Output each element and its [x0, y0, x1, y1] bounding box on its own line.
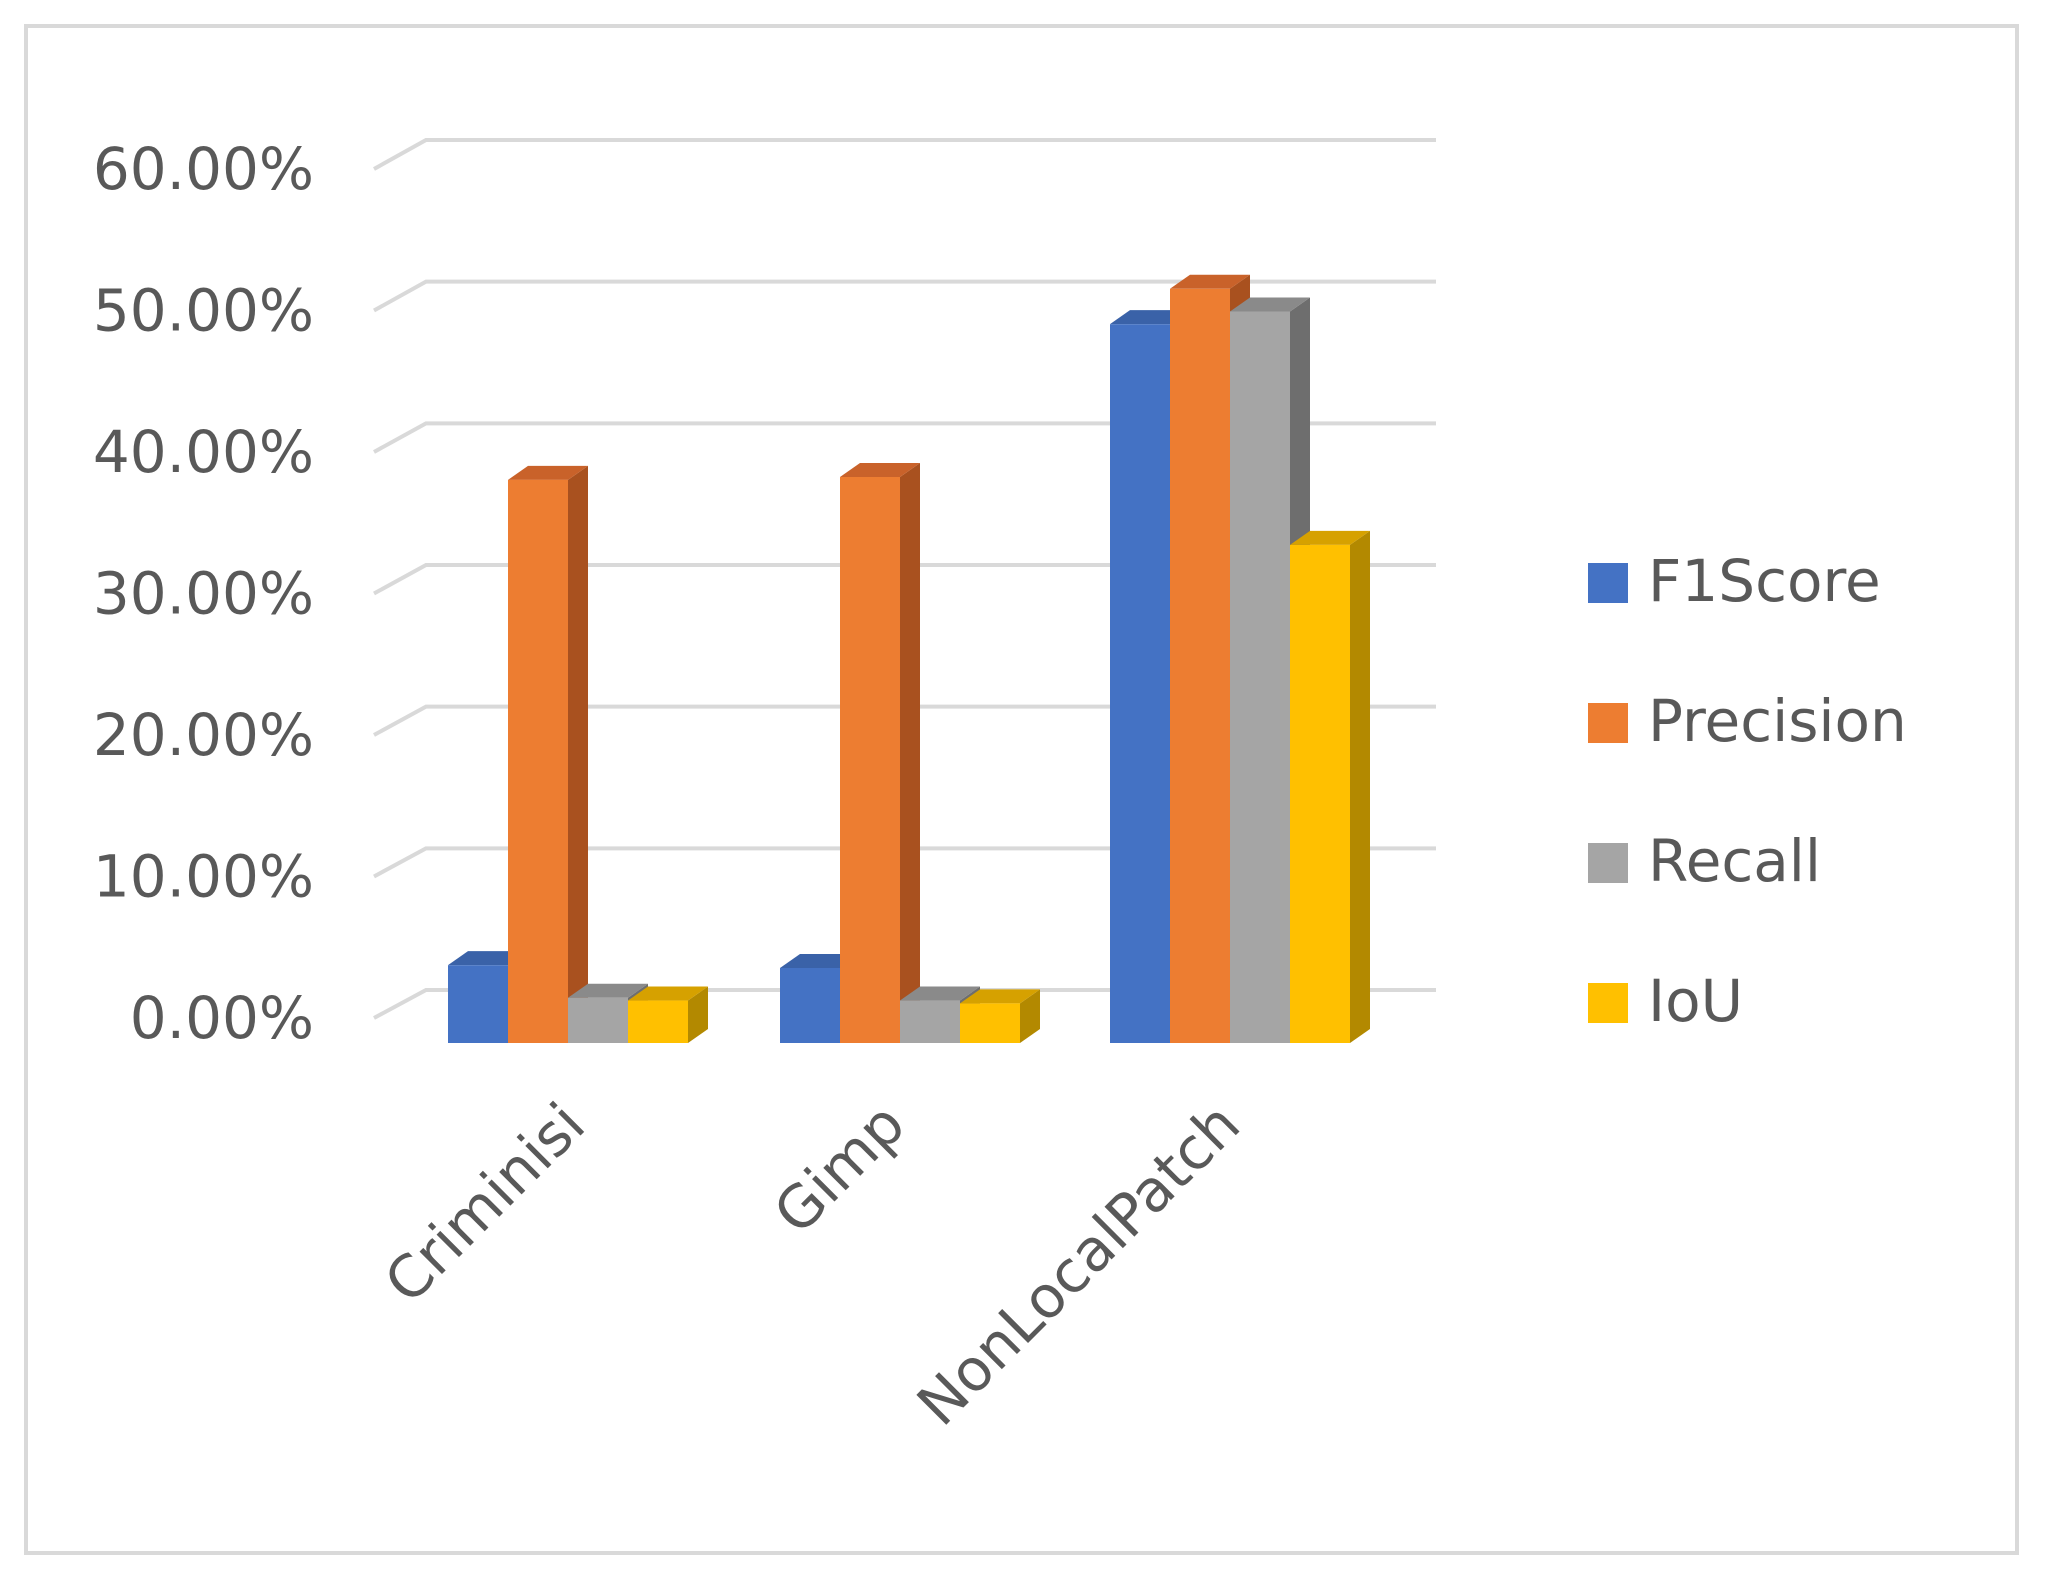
bar-front [900, 1000, 960, 1043]
gridline [373, 704, 1436, 737]
bar-top [1230, 297, 1310, 312]
legend-item-recall: Recall [1588, 827, 1821, 895]
legend-item-f1score: F1Score [1588, 547, 1881, 615]
bar-front [960, 1003, 1020, 1043]
legend-swatch [1588, 563, 1628, 603]
legend-swatch [1588, 983, 1628, 1023]
bar-iou-criminisi [628, 986, 708, 1043]
x-category-label: Criminisi [371, 1090, 597, 1316]
y-tick-label: 30.00% [93, 560, 314, 628]
bar-side [900, 463, 920, 1043]
bar-top [568, 983, 648, 998]
legend-swatch [1588, 843, 1628, 883]
bar-precision-criminisi [508, 465, 588, 1044]
bar-side [1350, 530, 1370, 1043]
legend-label: F1Score [1648, 547, 1881, 615]
bar-top [840, 463, 920, 477]
gridline [373, 138, 1436, 171]
bar-precision-gimp [840, 463, 920, 1043]
bar-front [508, 479, 568, 1044]
gridline [373, 563, 1436, 596]
chart-frame: 0.00% 10.00% 20.00% 30.00% 40.00% 50.00% 60.00… [24, 24, 2019, 1555]
bar-front [1230, 311, 1290, 1043]
legend-label: Recall [1648, 827, 1821, 895]
legend-item-iou: IoU [1588, 967, 1743, 1035]
bar-side [688, 986, 708, 1043]
gridline [373, 421, 1436, 454]
bar-top [1170, 274, 1250, 289]
bar-front [1170, 288, 1230, 1043]
bar-front [568, 997, 628, 1043]
bar-iou-gimp [960, 989, 1040, 1043]
y-tick-label: 40.00% [93, 418, 314, 486]
bar-top [508, 465, 588, 480]
bar-top [628, 986, 708, 1001]
y-tick-label: 60.00% [93, 135, 314, 203]
y-axis-tick-labels: 0.00% 10.00% 20.00% 30.00% 40.00% 50.00% 60.00… [93, 135, 314, 1052]
bar-iou-nonlocalpatch [1290, 530, 1370, 1043]
bar-front [840, 477, 900, 1043]
gridline [373, 846, 1436, 879]
bar-top [1290, 530, 1370, 545]
legend-label: Precision [1648, 687, 1907, 755]
gridline [373, 988, 1436, 1020]
bar-front [1290, 544, 1350, 1043]
bar-front [1110, 324, 1170, 1043]
y-tick-label: 20.00% [93, 701, 314, 769]
y-tick-label: 50.00% [93, 277, 314, 345]
legend-item-precision: Precision [1588, 687, 1907, 755]
bar-front [448, 965, 508, 1043]
bars [448, 274, 1370, 1044]
legend-swatch [1588, 703, 1628, 743]
bar-chart: 0.00% 10.00% 20.00% 30.00% 40.00% 50.00% 60.00… [93, 135, 1907, 1439]
bar-front [780, 968, 840, 1043]
bar-side [568, 465, 588, 1044]
gridlines [373, 138, 1436, 1020]
x-category-label: NonLocalPatch [904, 1090, 1253, 1439]
gridline [373, 279, 1436, 313]
bar-side [1020, 989, 1040, 1043]
bar-top [960, 989, 1040, 1004]
y-tick-label: 10.00% [93, 843, 314, 911]
y-tick-label: 0.00% [130, 984, 314, 1052]
legend: F1Score Precision Recall IoU [1588, 547, 1907, 1035]
x-category-label: Gimp [761, 1090, 918, 1247]
bar-top [900, 986, 980, 1001]
legend-label: IoU [1648, 967, 1743, 1035]
bar-front [628, 1000, 688, 1043]
